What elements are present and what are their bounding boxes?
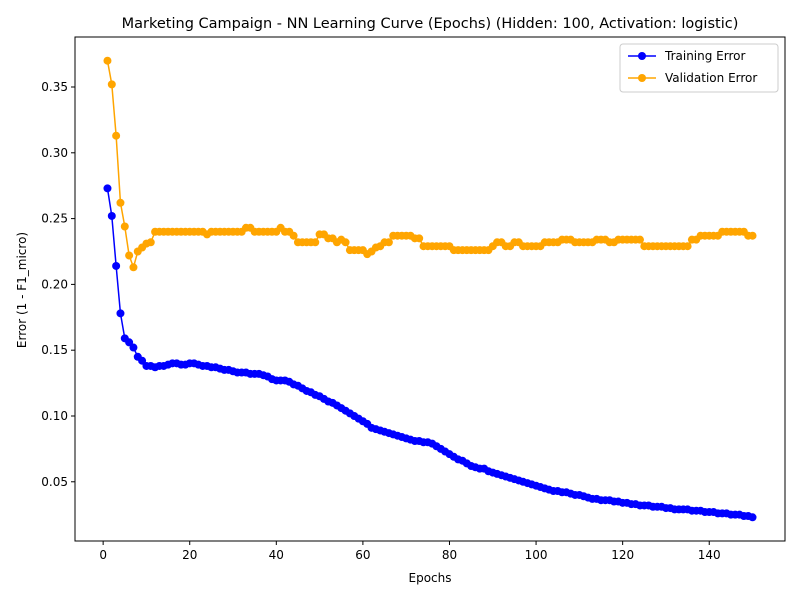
data-point bbox=[311, 238, 320, 247]
data-point bbox=[112, 261, 121, 270]
data-point bbox=[107, 211, 116, 220]
chart-title: Marketing Campaign - NN Learning Curve (… bbox=[122, 16, 739, 32]
data-point bbox=[129, 343, 138, 352]
y-tick-label: 0.35 bbox=[41, 80, 68, 94]
axes: 0 20 40 60 80 100 120 140 0.05 0.10 0.15 0.20 0.25 0.… bbox=[41, 36, 786, 562]
x-tick-label: 120 bbox=[611, 548, 634, 562]
legend: Training Error Validation Error bbox=[619, 43, 779, 93]
x-tick-label: 60 bbox=[355, 548, 370, 562]
data-point bbox=[107, 80, 116, 89]
x-tick-label: 20 bbox=[182, 548, 197, 562]
data-point bbox=[125, 338, 134, 347]
legend-marker-1 bbox=[638, 74, 646, 82]
plot-frame bbox=[74, 36, 786, 542]
data-point bbox=[748, 231, 757, 240]
x-axis-label: Epochs bbox=[409, 571, 452, 585]
y-tick-label: 0.15 bbox=[41, 343, 68, 357]
data-point bbox=[116, 198, 125, 207]
data-point bbox=[289, 231, 298, 240]
legend-marker-0 bbox=[638, 52, 646, 60]
data-point bbox=[120, 222, 129, 231]
x-tick-label: 140 bbox=[698, 548, 721, 562]
data-point bbox=[384, 238, 393, 247]
data-point bbox=[129, 263, 138, 272]
x-tick-label: 100 bbox=[525, 548, 548, 562]
legend-box bbox=[619, 43, 779, 93]
data-point bbox=[116, 309, 125, 318]
data-point bbox=[103, 56, 112, 65]
x-tick-label: 40 bbox=[269, 548, 284, 562]
series-1 bbox=[103, 56, 757, 272]
data-point bbox=[748, 513, 757, 522]
legend-label-1: Validation Error bbox=[665, 71, 757, 85]
y-tick-label: 0.05 bbox=[41, 475, 68, 489]
y-tick-label: 0.30 bbox=[41, 146, 68, 160]
x-tick-label: 0 bbox=[99, 548, 107, 562]
data-point bbox=[635, 235, 644, 244]
y-axis-label: Error (1 - F1_micro) bbox=[15, 232, 29, 348]
x-tick-label: 80 bbox=[442, 548, 457, 562]
y-tick-label: 0.20 bbox=[41, 277, 68, 291]
data-point bbox=[112, 131, 121, 140]
data-point bbox=[683, 242, 692, 251]
data-point bbox=[138, 356, 147, 365]
data-point bbox=[415, 234, 424, 243]
y-tick-label: 0.10 bbox=[41, 409, 68, 423]
y-tick-label: 0.25 bbox=[41, 212, 68, 226]
legend-label-0: Training Error bbox=[664, 49, 745, 63]
data-point bbox=[125, 251, 134, 260]
data-point bbox=[146, 238, 155, 247]
data-point bbox=[341, 238, 350, 247]
data-point bbox=[103, 184, 112, 193]
plot-area bbox=[103, 56, 757, 522]
series-0 bbox=[103, 184, 757, 522]
